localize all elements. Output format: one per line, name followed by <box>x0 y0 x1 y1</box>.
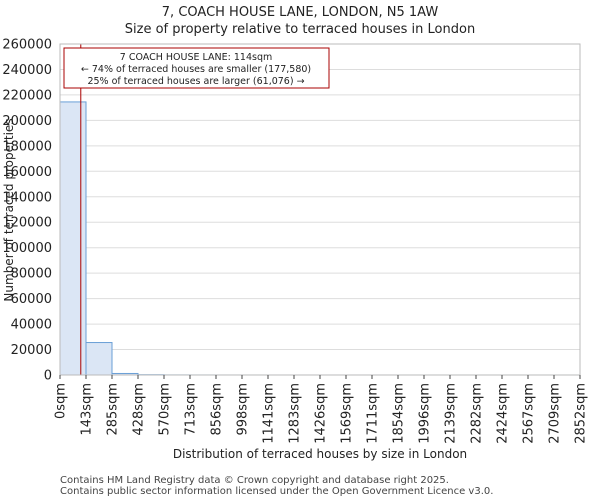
y-tick-label-0: 0 <box>44 369 52 384</box>
chart-title: 7, COACH HOUSE LANE, LONDON, N5 1AW <box>162 5 439 20</box>
x-tick-label-17: 2424sqm <box>496 383 511 444</box>
y-tick-labels: 0 20000 40000 60000 80000 100000 120000 140000 1… <box>2 38 52 384</box>
y-tick-label-12: 240000 <box>2 63 52 78</box>
y-tick-label-5: 100000 <box>2 241 52 256</box>
y-tick-label-11: 220000 <box>2 88 52 103</box>
x-tick-label-1: 143sqm <box>80 383 95 436</box>
x-tick-label-9: 1283sqm <box>288 383 303 444</box>
bar-1 <box>85 342 113 376</box>
y-axis-label: Number of terraced properties <box>2 118 16 301</box>
annotation-line-1: 7 COACH HOUSE LANE: 114sqm <box>120 52 272 63</box>
x-tick-label-19: 2709sqm <box>548 383 563 444</box>
x-tick-label-16: 2282sqm <box>470 383 485 444</box>
y-tick-label-8: 160000 <box>2 165 52 180</box>
y-tick-label-10: 200000 <box>2 114 52 129</box>
x-tick-label-11: 1569sqm <box>340 383 355 444</box>
footer-line-1: Contains HM Land Registry data © Crown c… <box>60 475 449 486</box>
y-tick-label-4: 80000 <box>11 267 52 282</box>
x-tick-label-8: 1141sqm <box>262 383 277 444</box>
x-tick-label-15: 2139sqm <box>444 383 459 444</box>
x-tick-label-3: 428sqm <box>132 383 147 436</box>
x-tick-label-12: 1711sqm <box>366 383 381 444</box>
annotation-box: 7 COACH HOUSE LANE: 114sqm ← 74% of terr… <box>63 47 330 89</box>
x-tick-label-4: 570sqm <box>158 383 173 436</box>
x-tick-label-6: 856sqm <box>210 383 225 436</box>
annotation-line-2: ← 74% of terraced houses are smaller (17… <box>81 64 311 75</box>
x-tick-label-20: 2852sqm <box>574 383 589 444</box>
y-tick-label-1: 20000 <box>11 343 52 358</box>
y-tick-label-2: 40000 <box>11 318 52 333</box>
x-tick-labels: 0sqm 143sqm 285sqm 428sqm 570sqm 713sqm 856sqm… <box>54 375 589 444</box>
plot-area <box>60 44 580 375</box>
x-axis-label: Distribution of terraced houses by size … <box>173 447 467 461</box>
x-tick-label-5: 713sqm <box>184 383 199 436</box>
x-tick-label-10: 1426sqm <box>314 383 329 444</box>
y-tick-label-13: 260000 <box>2 38 52 53</box>
y-tick-label-9: 180000 <box>2 139 52 154</box>
chart-subtitle: Size of property relative to terraced ho… <box>125 22 475 37</box>
annotation-line-3: 25% of terraced houses are larger (61,07… <box>87 76 304 87</box>
annotation-frame <box>63 47 330 89</box>
x-tick-label-0: 0sqm <box>54 383 69 419</box>
footer-line-2: Contains public sector information licen… <box>60 486 493 497</box>
x-tick-label-18: 2567sqm <box>522 383 537 444</box>
bar-0 <box>59 101 87 376</box>
x-tick-label-7: 998sqm <box>236 383 251 436</box>
y-tick-label-7: 140000 <box>2 190 52 205</box>
x-tick-label-2: 285sqm <box>106 383 121 436</box>
y-tick-label-6: 120000 <box>2 216 52 231</box>
y-tick-label-3: 60000 <box>11 292 52 307</box>
x-tick-label-14: 1996sqm <box>418 383 433 444</box>
x-tick-label-13: 1854sqm <box>392 383 407 444</box>
